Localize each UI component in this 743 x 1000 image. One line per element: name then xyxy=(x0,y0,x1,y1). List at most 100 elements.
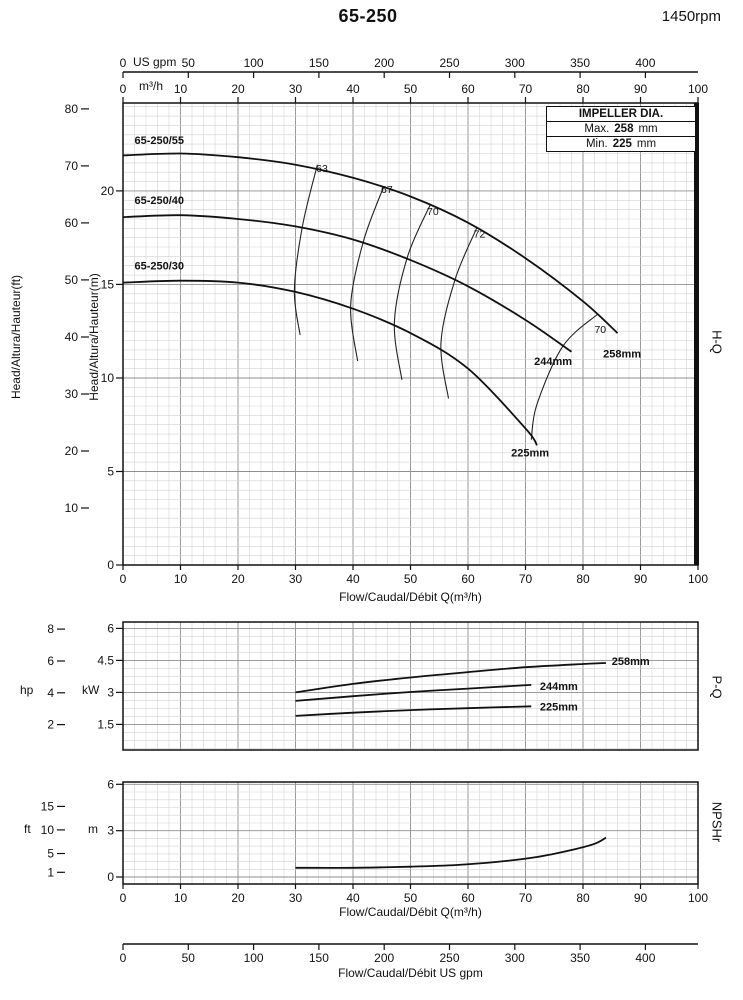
curve-65-250/40 xyxy=(122,214,573,353)
m-unit-label: m xyxy=(88,822,98,836)
annotation-65-250/30: 65-250/30 xyxy=(135,261,185,273)
top-usgpm-tick-0: 0 xyxy=(120,56,127,70)
y-tick-6: 6 xyxy=(107,621,114,635)
top-usgpm-axis: 0 50 100 150 200 250 300 350 400 xyxy=(120,56,698,78)
bottom-usgpm-tick-100: 100 xyxy=(244,951,264,965)
x-tick-60: 60 xyxy=(461,891,475,905)
annotation-244mm: 244mm xyxy=(540,681,578,693)
curve-258mm xyxy=(295,662,607,694)
y2-tick-40: 40 xyxy=(65,330,79,344)
annotation-70: 70 xyxy=(427,206,439,218)
y-tick-1.5: 1.5 xyxy=(97,717,114,731)
impeller-min-unit: mm xyxy=(636,138,657,150)
x-tick-20: 20 xyxy=(231,572,245,586)
annotation-244mm: 244mm xyxy=(534,356,572,368)
top-m3h-tick-20: 20 xyxy=(231,82,245,96)
impeller-max-value: 258 xyxy=(614,123,634,135)
x-tick-90: 90 xyxy=(634,572,648,586)
x-tick-20: 20 xyxy=(231,891,245,905)
y2-tick-1: 1 xyxy=(47,865,54,879)
y-tick-0: 0 xyxy=(107,558,114,572)
x-tick-100: 100 xyxy=(688,572,708,586)
hq-x-axis: 0 10 20 30 40 50 60 70 80 90 100 xyxy=(120,565,708,586)
y2-tick-6: 6 xyxy=(47,654,54,668)
top-usgpm-tick-200: 200 xyxy=(374,56,394,70)
head-ft-axis-title: Head/Altura/Hauteur(ft) xyxy=(9,274,23,400)
annotation-225mm: 225mm xyxy=(540,702,578,714)
bottom-usgpm-tick-200: 200 xyxy=(374,951,394,965)
annotation-63: 63 xyxy=(316,163,328,175)
pq-plot-border xyxy=(122,621,699,751)
pq-side-label: P-Q xyxy=(709,675,725,699)
y2-tick-8: 8 xyxy=(47,622,54,636)
npshr-side-label: NPSHr xyxy=(709,801,725,843)
y-tick-6: 6 xyxy=(107,777,114,791)
annotation-67: 67 xyxy=(381,184,393,196)
hq-left-axis: 0 5 10 15 20 10 20 30 40 50 60 70 80 xyxy=(65,102,123,572)
bottom-usgpm-tick-300: 300 xyxy=(505,951,525,965)
top-usgpm-tick-250: 250 xyxy=(439,56,459,70)
impeller-max-row: Max. 258 mm xyxy=(547,122,695,137)
page-title: 65-250 xyxy=(338,6,398,26)
top-usgpm-tick-350: 350 xyxy=(570,56,590,70)
annotation-72: 72 xyxy=(474,229,486,241)
top-m3h-tick-10: 10 xyxy=(174,82,188,96)
x-tick-30: 30 xyxy=(289,572,303,586)
head-m-axis-title: Head/Altura/Hauteur(m) xyxy=(87,273,101,401)
efficiency-contour-70 xyxy=(530,313,598,440)
y2-tick-60: 60 xyxy=(65,216,79,230)
top-m3h-axis: 0 10 20 30 40 50 60 70 80 90 100 xyxy=(120,82,708,103)
impeller-dia-box: IMPELLER DIA. Max. 258 mm Min. 225 mm xyxy=(546,106,696,152)
y2-tick-50: 50 xyxy=(65,273,79,287)
pq-plot: 258mm 244mm 225mm xyxy=(122,621,699,751)
x-tick-70: 70 xyxy=(519,891,533,905)
top-m3h-tick-100: 100 xyxy=(688,82,708,96)
hq-right-edge-bar xyxy=(694,103,699,565)
annotation-225mm: 225mm xyxy=(511,448,549,460)
x-tick-70: 70 xyxy=(519,572,533,586)
y-tick-5: 5 xyxy=(107,465,114,479)
np-plot xyxy=(122,781,699,885)
impeller-box-title: IMPELLER DIA. xyxy=(547,107,695,122)
top-m3h-unit-label: m³/h xyxy=(139,79,163,93)
efficiency-contour-70 xyxy=(393,203,432,380)
y-tick-3: 3 xyxy=(107,685,114,699)
x-tick-80: 80 xyxy=(576,572,590,586)
curve-65-250/30 xyxy=(122,279,538,446)
y2-tick-4: 4 xyxy=(47,686,54,700)
curve-65-250/55 xyxy=(122,152,619,334)
y-tick-20: 20 xyxy=(101,184,115,198)
x-tick-10: 10 xyxy=(174,572,188,586)
impeller-min-value: 225 xyxy=(612,138,632,150)
y2-tick-30: 30 xyxy=(65,387,79,401)
top-usgpm-tick-100: 100 xyxy=(244,56,264,70)
bottom-usgpm-tick-50: 50 xyxy=(182,951,196,965)
top-m3h-tick-60: 60 xyxy=(461,82,475,96)
impeller-max-unit: mm xyxy=(638,123,658,135)
top-m3h-tick-40: 40 xyxy=(346,82,360,96)
top-usgpm-unit-label: US gpm xyxy=(133,55,177,69)
top-usgpm-tick-400: 400 xyxy=(635,56,655,70)
annotation-258mm: 258mm xyxy=(603,348,641,360)
x-tick-10: 10 xyxy=(174,891,188,905)
x-tick-100: 100 xyxy=(688,891,708,905)
top-m3h-tick-50: 50 xyxy=(404,82,418,96)
bottom-usgpm-tick-400: 400 xyxy=(635,951,655,965)
top-usgpm-tick-150: 150 xyxy=(309,56,329,70)
impeller-min-label: Min. xyxy=(585,138,608,150)
y-tick-15: 15 xyxy=(101,277,115,291)
hq-side-label: H-Q xyxy=(709,330,725,354)
hp-unit-label: hp xyxy=(20,683,34,697)
rpm-label: 1450rpm xyxy=(661,8,721,25)
bottom-usgpm-tick-250: 250 xyxy=(439,951,459,965)
np-x-axis: 0 10 20 30 40 50 60 70 80 90 100 xyxy=(120,884,708,905)
curve-244mm xyxy=(295,684,532,702)
annotation-65-250/40: 65-250/40 xyxy=(135,195,185,207)
impeller-max-label: Max. xyxy=(584,123,610,135)
x-tick-50: 50 xyxy=(404,572,418,586)
top-m3h-tick-80: 80 xyxy=(576,82,590,96)
efficiency-contour-63 xyxy=(293,164,318,335)
